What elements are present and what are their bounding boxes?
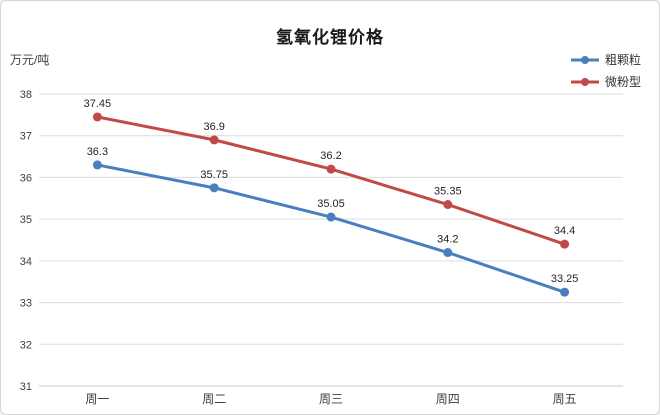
y-tick-label: 38 [20,89,32,101]
y-tick-label: 33 [20,298,32,310]
data-point [560,239,570,249]
legend-line-dot-icon [570,77,599,86]
y-tick-label: 36 [20,172,32,184]
legend-line-dot-icon [570,55,599,64]
x-tick-label: 周二 [202,392,226,406]
legend-label: 粗颗粒 [604,53,641,67]
legend-label: 微粉型 [604,75,641,89]
data-point [443,248,453,258]
data-point [209,135,219,145]
data-label: 35.35 [434,186,462,198]
y-tick-label: 35 [20,214,32,226]
y-tick-label: 32 [20,339,32,351]
x-tick-label: 周五 [553,392,577,406]
series-line [95,163,567,294]
data-label: 33.25 [551,273,579,285]
data-label: 37.45 [84,98,112,110]
x-tick-label: 周四 [436,392,460,406]
legend-item: 微粉型 [570,73,641,90]
legend-item: 粗颗粒 [570,51,641,68]
x-tick-label: 周一 [85,392,109,406]
data-point [560,287,570,297]
legend: 粗颗粒 微粉型 [570,51,641,90]
data-label: 35.05 [317,198,345,210]
data-label: 36.9 [203,121,224,133]
y-tick-label: 34 [20,256,32,268]
data-point [326,164,336,174]
data-point [209,183,219,193]
chart-title: 氢氧化锂价格 [276,28,384,47]
data-point [326,212,336,222]
y-tick-label: 31 [20,381,32,393]
data-label: 36.3 [87,146,108,158]
y-axis-unit-label: 万元/吨 [10,53,50,67]
data-label: 34.4 [554,225,575,237]
data-point [92,160,102,170]
data-label: 36.2 [320,150,341,162]
data-point [443,200,453,210]
x-tick-label: 周三 [319,392,343,406]
data-label: 35.75 [200,169,228,181]
data-label: 34.2 [437,234,458,246]
data-point [92,112,102,122]
y-tick-label: 37 [20,131,32,143]
